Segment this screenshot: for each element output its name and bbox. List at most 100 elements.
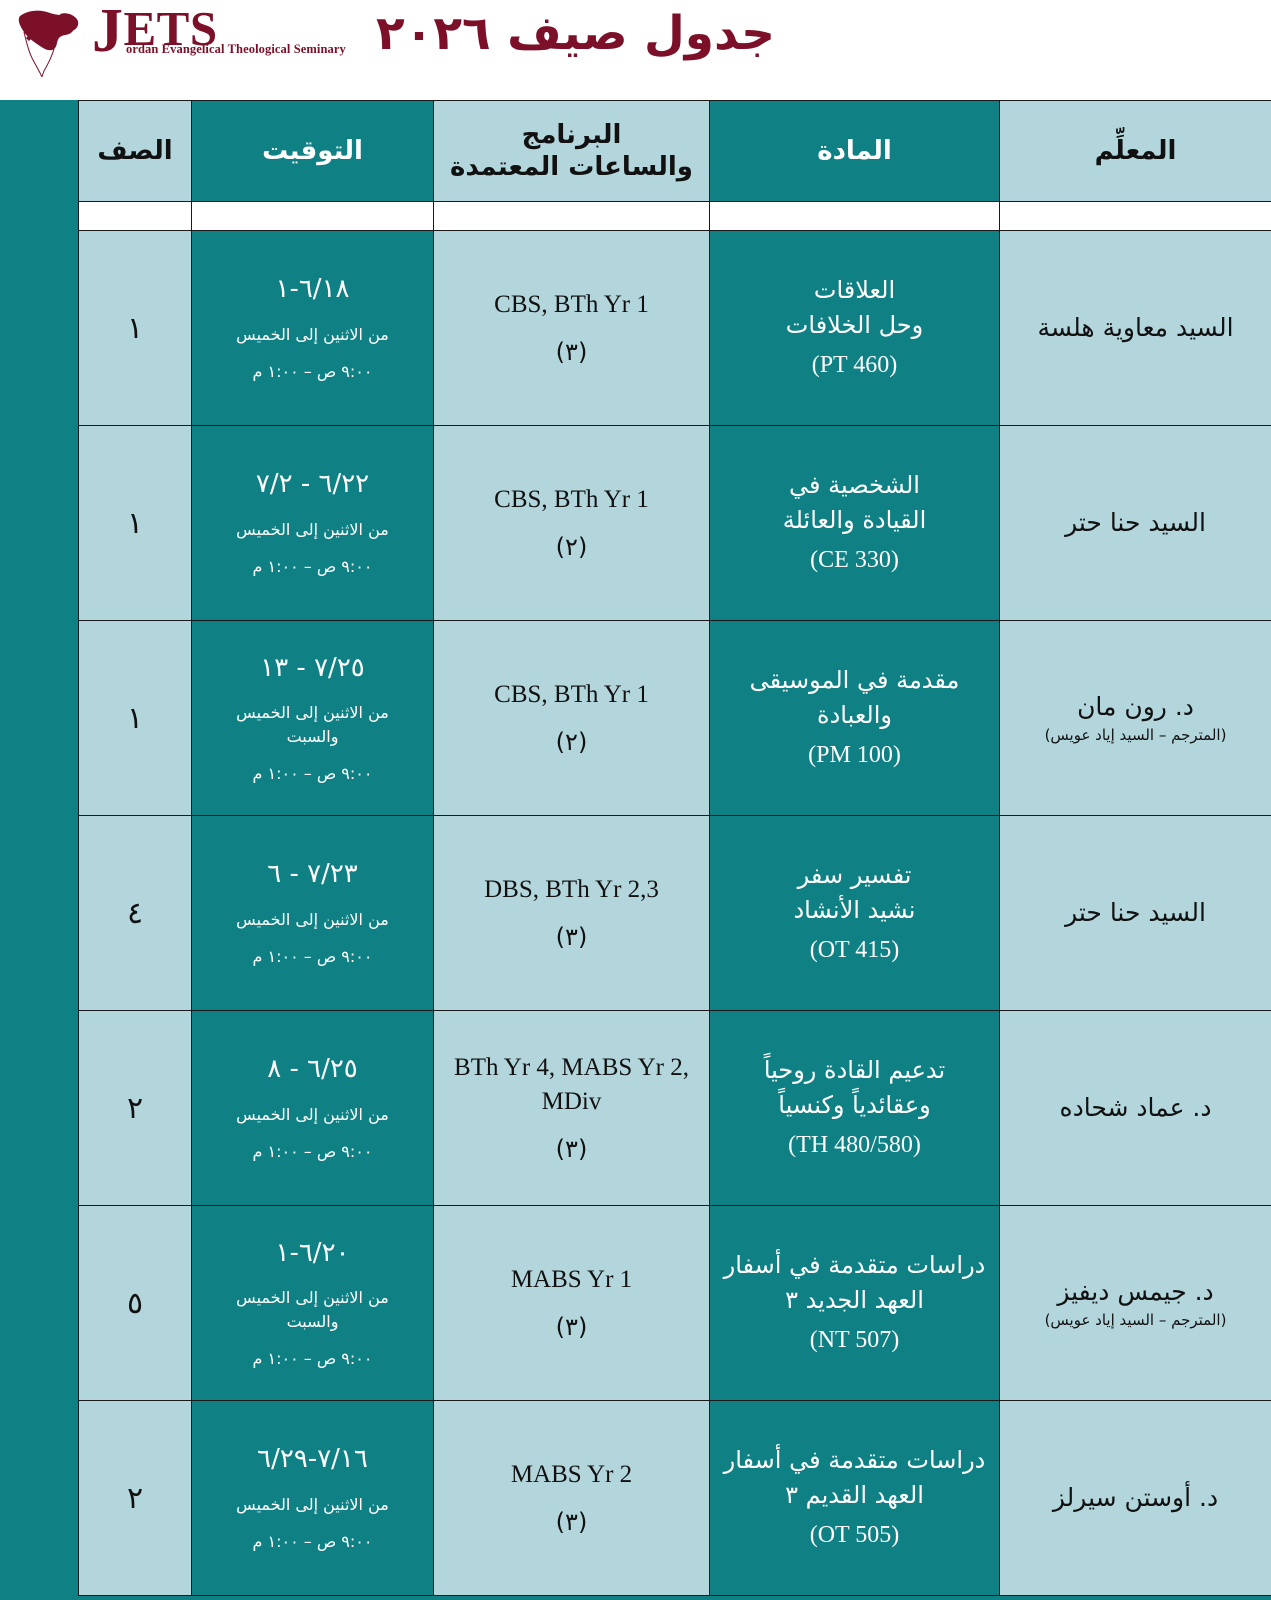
cell-program: MABS Yr 2 (٣) bbox=[433, 1400, 710, 1596]
column-header-class: الصف bbox=[78, 100, 192, 202]
page-title: جدول صيف ٢٠٢٦ bbox=[375, 6, 776, 61]
course-code: (PT 460) bbox=[811, 352, 898, 379]
cell-subject: دراسات متقدمة في أسفار العهد القديم ٣ (OT … bbox=[709, 1400, 1000, 1596]
class-hours: ٩:٠٠ ص – ١:٠٠ م bbox=[252, 763, 373, 783]
date-range: ٧/٢٥ - ١٣ bbox=[260, 652, 365, 683]
teacher-name: د. جيمس ديفيز bbox=[1057, 1277, 1214, 1306]
cell-class: ١ bbox=[78, 425, 192, 621]
cell-subject: الشخصية في القيادة والعائلة (CE 330) bbox=[709, 425, 1000, 621]
logo-full-name: ordan Evangelical Theological Seminary bbox=[126, 42, 346, 57]
logo-initial-j: J bbox=[92, 0, 124, 65]
cell-subject: مقدمة في الموسيقى والعبادة (PM 100) bbox=[709, 620, 1000, 816]
course-code: (CE 330) bbox=[810, 547, 899, 574]
subject-line-1: تفسير سفر bbox=[797, 860, 912, 889]
credit-hours: (٢) bbox=[555, 727, 588, 756]
cell-time: ٧/٢٣ - ٦ من الاثنين إلى الخميس ٩:٠٠ ص – ١:… bbox=[191, 815, 434, 1011]
subject-line-1: دراسات متقدمة في أسفار bbox=[723, 1445, 986, 1474]
translator-note: (المترجم – السيد إياد عويس) bbox=[1044, 1310, 1227, 1329]
date-range: ٦/٢٢ - ٧/٢ bbox=[255, 469, 370, 500]
spacer-cell bbox=[78, 201, 192, 231]
table-row: د. جيمس ديفيز (المترجم – السيد إياد عويس)… bbox=[78, 1205, 1271, 1401]
subject-line-1: دراسات متقدمة في أسفار bbox=[723, 1250, 986, 1279]
days-of-week: من الاثنين إلى الخميس والسبت bbox=[236, 1288, 389, 1331]
class-number: ٥ bbox=[126, 1285, 144, 1321]
cell-time: ٦/٢٥ - ٨ من الاثنين إلى الخميس ٩:٠٠ ص – ١:… bbox=[191, 1010, 434, 1206]
column-header-teacher: المعلِّم bbox=[999, 100, 1271, 202]
class-number: ١ bbox=[126, 505, 144, 541]
spacer-cell bbox=[191, 201, 434, 231]
cell-time: ٦/١٨-١ من الاثنين إلى الخميس ٩:٠٠ ص – ١:٠٠… bbox=[191, 230, 434, 426]
subject-line-2: وعقائدياً وكنسياً bbox=[778, 1090, 931, 1119]
cell-teacher: د. أوستن سيرلز bbox=[999, 1400, 1271, 1596]
cell-class: ٥ bbox=[78, 1205, 192, 1401]
table-row: السيد حنا حتر تفسير سفر نشيد الأنشاد (OT 41… bbox=[78, 815, 1271, 1011]
subject-line-2: وحل الخلافات bbox=[785, 310, 924, 339]
class-hours: ٩:٠٠ ص – ١:٠٠ م bbox=[252, 557, 373, 577]
program-name: CBS, BTh Yr 1 bbox=[494, 680, 649, 708]
table-row: د. عماد شحاده تدعيم القادة روحياً وعقائديا… bbox=[78, 1010, 1271, 1206]
class-number: ٤ bbox=[126, 895, 144, 931]
cell-program: CBS, BTh Yr 1 (٢) bbox=[433, 425, 710, 621]
class-number: ٢ bbox=[126, 1480, 144, 1516]
date-range: ٦/٢٠-١ bbox=[275, 1237, 350, 1268]
cell-time: ٦/٢٢ - ٧/٢ من الاثنين إلى الخميس ٩:٠٠ ص – … bbox=[191, 425, 434, 621]
course-code: (NT 507) bbox=[809, 1327, 900, 1354]
teacher-name: السيد معاوية هلسة bbox=[1037, 312, 1234, 342]
header-spacer-row bbox=[78, 201, 1271, 231]
schedule-body: السيد معاوية هلسة العلاقات وحل الخلافات (PT… bbox=[78, 230, 1271, 1596]
subject-line-1: الشخصية في bbox=[789, 470, 920, 499]
column-header-time: التوقيت bbox=[191, 100, 434, 202]
subject-line-2: نشيد الأنشاد bbox=[793, 895, 916, 924]
cell-program: CBS, BTh Yr 1 (٢) bbox=[433, 620, 710, 816]
schedule-sheet: المعلِّم المادة البرنامج والساعات المعتم… bbox=[0, 100, 1271, 1600]
cell-subject: دراسات متقدمة في أسفار العهد الجديد ٣ (NT … bbox=[709, 1205, 1000, 1401]
subject-line-2: القيادة والعائلة bbox=[782, 505, 927, 534]
logo-acronym-rest: ETS bbox=[123, 1, 218, 56]
page-header: JETS ordan Evangelical Theological Semin… bbox=[0, 0, 1271, 100]
column-header-program: البرنامج والساعات المعتمدة bbox=[433, 100, 710, 202]
teacher-name: د. أوستن سيرلز bbox=[1052, 1482, 1219, 1512]
program-name: BTh Yr 4, MABS Yr 2, MDiv bbox=[454, 1054, 689, 1115]
table-row: د. أوستن سيرلز دراسات متقدمة في أسفار العه… bbox=[78, 1400, 1271, 1596]
subject-line-1: مقدمة في الموسيقى bbox=[749, 665, 960, 694]
cell-program: DBS, BTh Yr 2,3 (٣) bbox=[433, 815, 710, 1011]
column-header-program-line2: والساعات المعتمدة bbox=[450, 152, 693, 182]
date-range: ٧/٢٣ - ٦ bbox=[267, 859, 358, 890]
teacher-name: السيد حنا حتر bbox=[1065, 507, 1206, 537]
days-of-week: من الاثنين إلى الخميس bbox=[236, 519, 389, 539]
days-of-week: من الاثنين إلى الخميس bbox=[236, 1104, 389, 1124]
credit-hours: (٣) bbox=[555, 922, 588, 951]
translator-note: (المترجم – السيد إياد عويس) bbox=[1044, 725, 1227, 744]
cell-class: ٢ bbox=[78, 1010, 192, 1206]
table-row: السيد حنا حتر الشخصية في القيادة والعائلة (… bbox=[78, 425, 1271, 621]
credit-hours: (٢) bbox=[555, 532, 588, 561]
date-range: ٧/١٦-٦/٢٩ bbox=[257, 1444, 368, 1475]
table-row: د. رون مان (المترجم – السيد إياد عويس) مقد… bbox=[78, 620, 1271, 816]
cell-class: ٢ bbox=[78, 1400, 192, 1596]
cell-teacher: السيد حنا حتر bbox=[999, 425, 1271, 621]
credit-hours: (٣) bbox=[555, 1312, 588, 1341]
cell-subject: العلاقات وحل الخلافات (PT 460) bbox=[709, 230, 1000, 426]
subject-line-2: والعبادة bbox=[817, 700, 892, 729]
cell-program: MABS Yr 1 (٣) bbox=[433, 1205, 710, 1401]
cell-teacher: السيد حنا حتر bbox=[999, 815, 1271, 1011]
teacher-name: د. رون مان bbox=[1077, 692, 1194, 721]
cell-time: ٧/٢٥ - ١٣ من الاثنين إلى الخميس والسبت ٩:٠٠… bbox=[191, 620, 434, 816]
cell-teacher: السيد معاوية هلسة bbox=[999, 230, 1271, 426]
cell-time: ٦/٢٠-١ من الاثنين إلى الخميس والسبت ٩:٠٠ ص … bbox=[191, 1205, 434, 1401]
program-name: MABS Yr 2 bbox=[510, 1460, 633, 1488]
cell-class: ٤ bbox=[78, 815, 192, 1011]
date-range: ٦/١٨-١ bbox=[275, 274, 350, 305]
program-name: MABS Yr 1 bbox=[510, 1265, 633, 1293]
spacer-cell bbox=[709, 201, 1000, 231]
table-row: السيد معاوية هلسة العلاقات وحل الخلافات (PT… bbox=[78, 230, 1271, 426]
cell-teacher: د. رون مان (المترجم – السيد إياد عويس) bbox=[999, 620, 1271, 816]
cell-program: CBS, BTh Yr 1 (٣) bbox=[433, 230, 710, 426]
program-name: CBS, BTh Yr 1 bbox=[494, 290, 649, 318]
credit-hours: (٣) bbox=[555, 337, 588, 366]
cell-program: BTh Yr 4, MABS Yr 2, MDiv (٣) bbox=[433, 1010, 710, 1206]
subject-line-2: العهد القديم ٣ bbox=[785, 1480, 924, 1509]
column-header-program-line1: البرنامج bbox=[521, 119, 622, 150]
teacher-name: د. عماد شحاده bbox=[1059, 1092, 1212, 1122]
class-hours: ٩:٠٠ ص – ١:٠٠ م bbox=[252, 1348, 373, 1368]
